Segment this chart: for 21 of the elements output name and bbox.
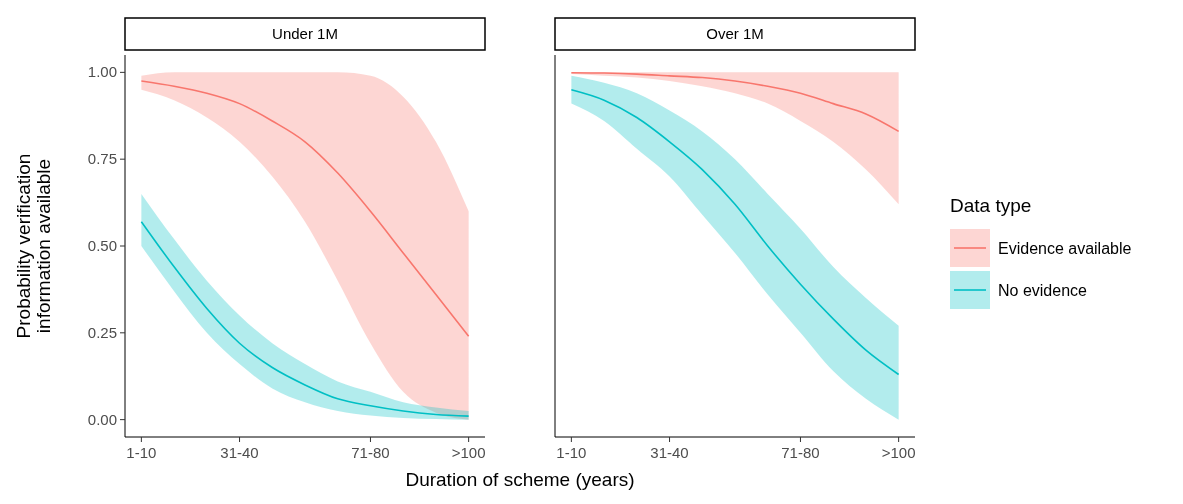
chart-title: Over 1M <box>706 25 764 42</box>
y-tick-label: 0.25 <box>87 323 117 341</box>
x-tick-label: 31-40 <box>650 444 689 461</box>
x-axis-title: Duration of scheme (years) <box>405 469 635 490</box>
y-tick-label: 0.00 <box>87 410 117 428</box>
legend-label: No evidence <box>998 282 1088 299</box>
x-tick-label: 71-80 <box>351 444 390 461</box>
y-axis-title: Probability verification information available <box>13 153 54 339</box>
x-tick-label: 31-40 <box>220 444 259 461</box>
legend-title: Data type <box>950 195 1032 216</box>
x-tick-label: 1-10 <box>126 444 157 461</box>
y-tick-label: 0.50 <box>87 237 117 254</box>
y-tick-label: 1.00 <box>87 63 117 81</box>
x-tick-label: >100 <box>881 444 916 461</box>
y-tick-label: 0.75 <box>87 150 117 168</box>
line-series <box>140 80 470 338</box>
x-tick-label: 1-10 <box>556 444 587 461</box>
x-tick-label: 71-80 <box>781 444 820 461</box>
legend-label: Evidence available <box>998 240 1132 257</box>
x-tick-label: >100 <box>451 444 486 461</box>
chart-title: Under 1M <box>272 25 338 42</box>
